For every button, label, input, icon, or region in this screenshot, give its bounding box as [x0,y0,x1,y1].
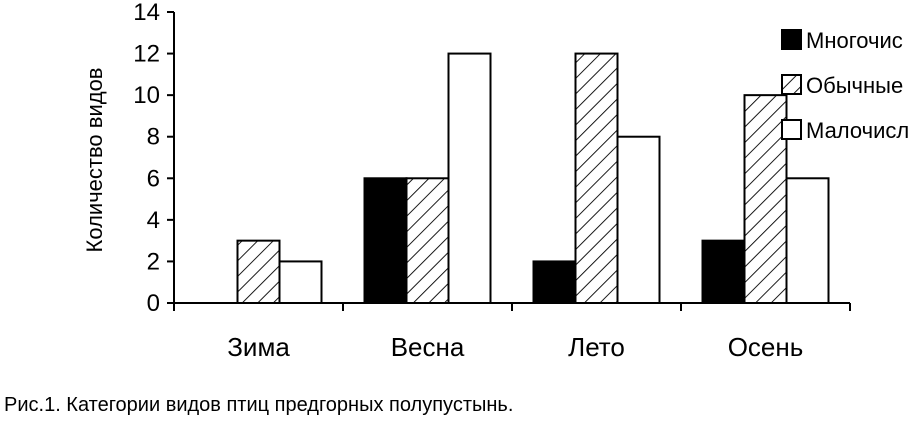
legend-swatch [781,29,802,50]
legend-swatch [781,119,802,140]
bar-3-1 [278,260,323,304]
bar-2-2 [405,177,450,305]
legend-swatch [781,74,802,95]
y-tick-label: 2 [147,248,160,275]
axes-group: 0 2 4 6 8 10 12 14 Зима Весна Лето Осень Количество … [82,0,851,362]
bars-group [236,52,830,305]
bar-3-3 [616,135,661,304]
bar-1-4 [701,239,746,304]
y-tick-label: 0 [147,290,160,317]
bar-2-3 [574,52,619,305]
x-tick-label: Зима [227,332,290,362]
legend-label: Обычные [806,73,903,98]
x-tick-label: Осень [728,332,804,362]
y-tick-label: 10 [133,82,160,109]
figure-caption: Рис.1. Категории видов птиц предгорных п… [4,394,514,416]
y-tick-label: 12 [133,41,160,68]
y-tick-label: 6 [147,165,160,192]
bar-1-3 [532,260,577,304]
legend: Многочис Обычные Малочисл [781,28,909,143]
bar-3-2 [447,52,492,305]
y-tick-label: 14 [133,0,160,26]
y-axis-title: Количество видов [82,68,107,253]
bar-1-2 [363,177,408,305]
bar-3-4 [785,177,830,305]
y-tick-label: 4 [147,207,160,234]
y-tick-label: 8 [147,124,160,151]
legend-label: Малочисл [806,118,909,143]
bar-2-4 [743,94,788,305]
x-tick-label: Весна [391,332,465,362]
legend-label: Многочис [806,28,903,53]
x-tick-label: Лето [568,332,625,362]
bar-2-1 [236,239,281,304]
bar-chart: 0 2 4 6 8 10 12 14 Зима Весна Лето Осень Количество … [82,0,909,362]
